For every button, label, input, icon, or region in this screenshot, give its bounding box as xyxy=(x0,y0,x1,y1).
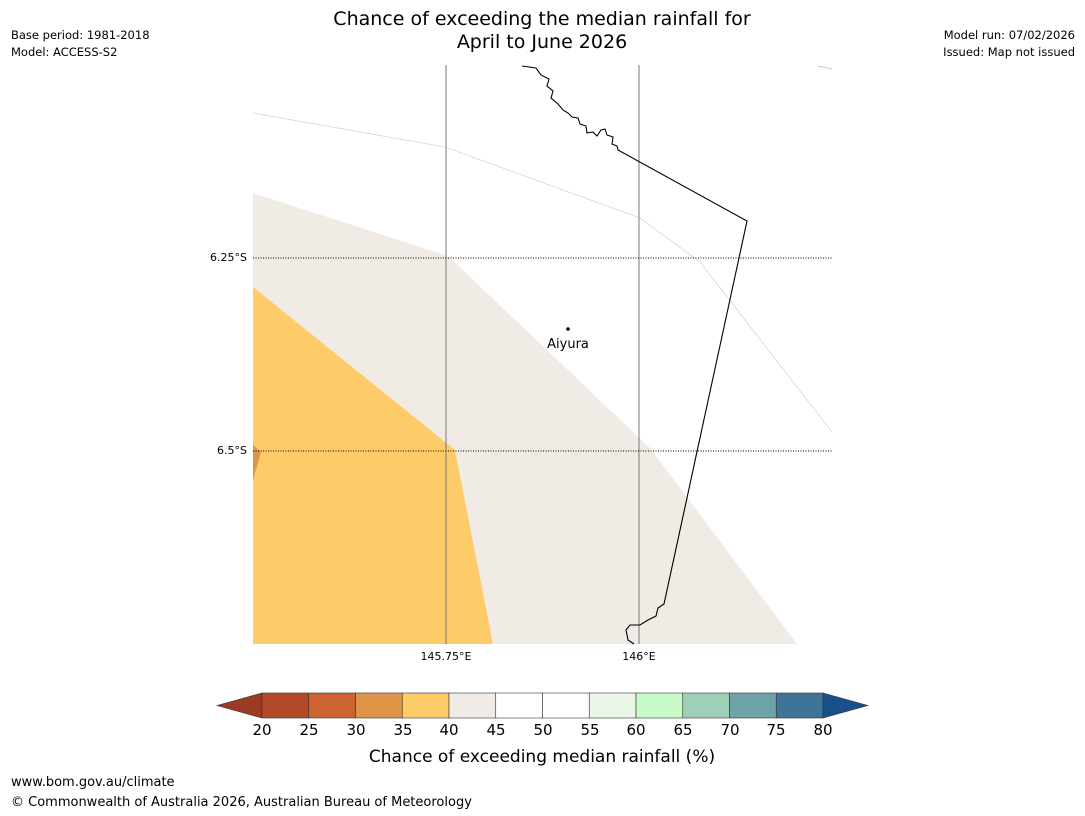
model-name: Model: ACCESS-S2 xyxy=(11,45,118,59)
model-info: Base period: 1981-2018 Model: ACCESS-S2 xyxy=(11,27,150,61)
legend-swatch xyxy=(542,692,590,719)
title-line-1: Chance of exceeding the median rainfall … xyxy=(333,8,751,30)
faint-edge-line xyxy=(817,65,833,70)
legend-colorbar xyxy=(215,692,870,719)
legend-tick: 60 xyxy=(626,721,645,739)
legend-swatch xyxy=(775,692,824,719)
base-period: Base period: 1981-2018 xyxy=(11,28,150,42)
legend-swatch xyxy=(682,692,730,719)
legend-tick: 70 xyxy=(720,721,739,739)
legend-extend-high xyxy=(822,692,870,719)
legend-tick: 50 xyxy=(533,721,552,739)
lon-label-145-75: 145.75°E xyxy=(421,650,472,663)
model-run: Model run: 07/02/2026 xyxy=(943,28,1075,42)
legend-tick: 75 xyxy=(766,721,785,739)
footer-url[interactable]: www.bom.gov.au/climate xyxy=(11,775,175,790)
run-info: Model run: 07/02/2026 Issued: Map not is… xyxy=(943,27,1075,61)
legend-swatch xyxy=(635,692,684,719)
legend-tick: 40 xyxy=(439,721,458,739)
legend-swatch xyxy=(355,692,403,719)
issued-status: Issued: Map not issued xyxy=(943,45,1075,59)
legend-tick: 80 xyxy=(813,721,832,739)
legend-swatch xyxy=(729,692,777,719)
map-title: Chance of exceeding the median rainfall … xyxy=(242,8,842,54)
place-label: Aiyura xyxy=(547,337,589,352)
legend-title: Chance of exceeding median rainfall (%) xyxy=(369,747,715,767)
lon-label-146: 146°E xyxy=(622,650,655,663)
lat-label-6-5: 6.5°S xyxy=(217,444,247,457)
legend-tick: 55 xyxy=(580,721,599,739)
region-30-35 xyxy=(253,445,261,480)
title-line-2: April to June 2026 xyxy=(456,31,628,53)
legend-swatch xyxy=(588,692,637,719)
legend-swatch xyxy=(308,692,356,719)
boundary-line xyxy=(521,65,748,645)
legend-tick: 45 xyxy=(486,721,505,739)
region-35-40 xyxy=(253,287,493,644)
place-marker xyxy=(566,327,570,331)
legend-swatch xyxy=(261,692,310,719)
legend-tick: 65 xyxy=(673,721,692,739)
legend-swatch xyxy=(495,692,543,719)
legend-tick-labels: 20 25 30 35 40 45 50 55 60 65 70 75 80 xyxy=(252,721,832,739)
footer-copyright: © Commonwealth of Australia 2026, Austra… xyxy=(11,795,472,810)
legend-swatch xyxy=(401,692,450,719)
legend-tick: 30 xyxy=(346,721,365,739)
legend-tick: 35 xyxy=(393,721,412,739)
legend-tick: 25 xyxy=(299,721,318,739)
lat-label-6-25: 6.25°S xyxy=(210,251,247,264)
legend-tick: 20 xyxy=(252,721,271,739)
faint-contour-line xyxy=(252,112,833,433)
region-40-45 xyxy=(253,193,797,644)
legend-swatch xyxy=(448,692,497,719)
legend-extend-low xyxy=(215,692,263,719)
